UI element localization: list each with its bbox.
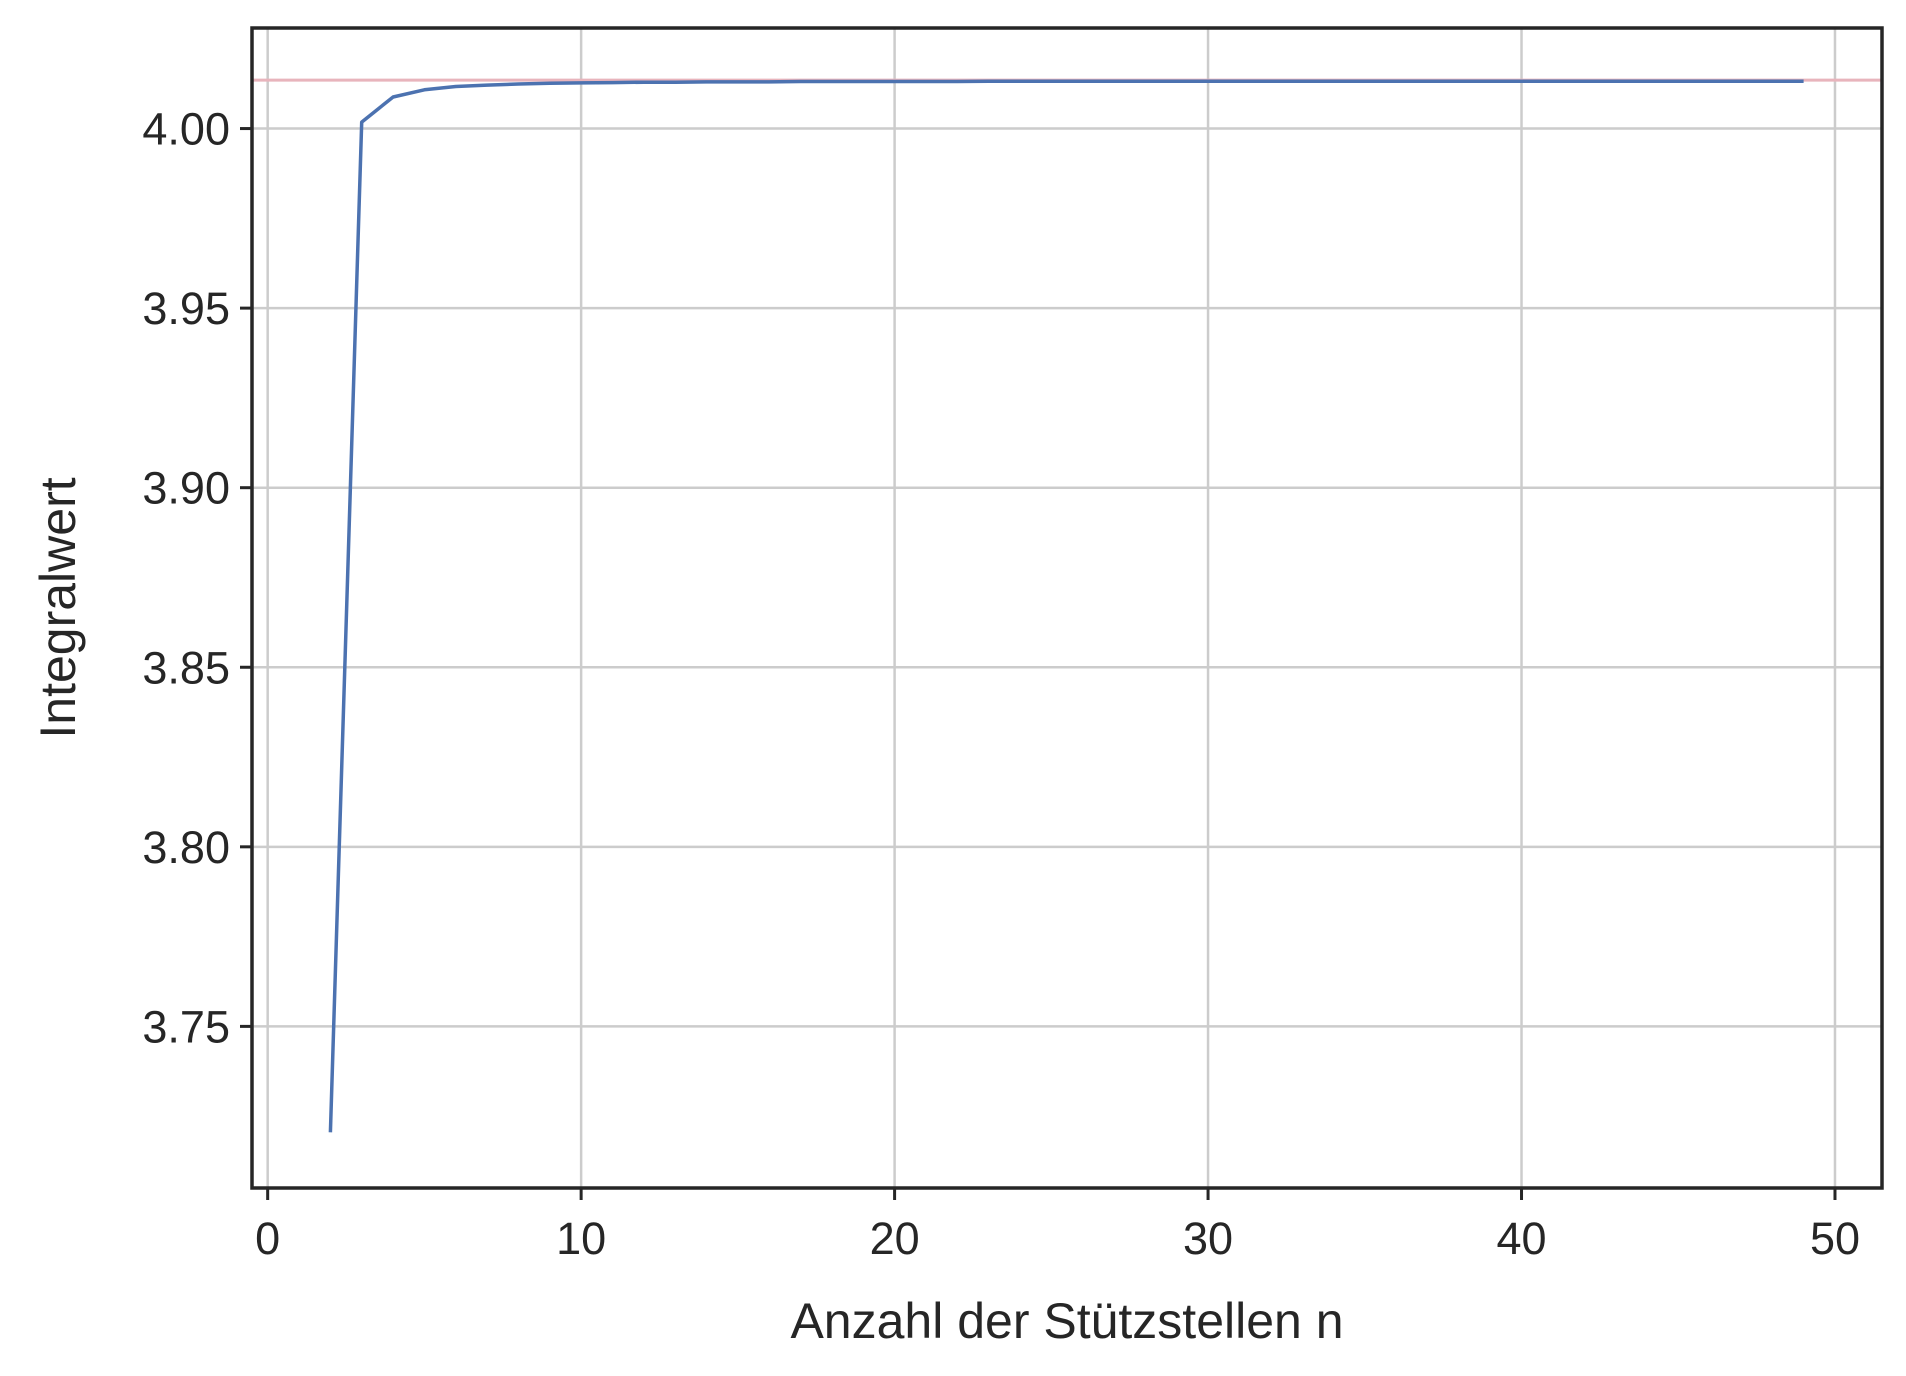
series-line	[328, 79, 1804, 1133]
x-tick-label: 20	[870, 1213, 920, 1264]
plot-area-frame	[250, 26, 1884, 1190]
x-tick-label: 40	[1496, 1213, 1546, 1264]
y-tick-label: 4.00	[142, 104, 230, 155]
y-tick-label: 3.75	[142, 1001, 230, 1052]
x-tick-label: 0	[255, 1213, 280, 1264]
x-tick-label: 50	[1810, 1213, 1860, 1264]
y-tick-label: 3.95	[142, 283, 230, 334]
x-axis-label: Anzahl der Stützstellen n	[790, 1293, 1343, 1349]
y-tick-label: 3.85	[142, 642, 230, 693]
x-tick-label: 10	[556, 1213, 606, 1264]
y-tick-label: 3.90	[142, 463, 230, 514]
x-tick-label: 30	[1183, 1213, 1233, 1264]
axis-ticks: 0 10 20 30 40 50 3.75 3.80 3.85 3.90 3.95 4.00	[142, 104, 1860, 1264]
series-layer	[328, 79, 1804, 1133]
y-tick-label: 3.80	[142, 822, 230, 873]
y-axis-label: Integralwert	[30, 477, 86, 738]
grid-lines	[252, 28, 1882, 1188]
